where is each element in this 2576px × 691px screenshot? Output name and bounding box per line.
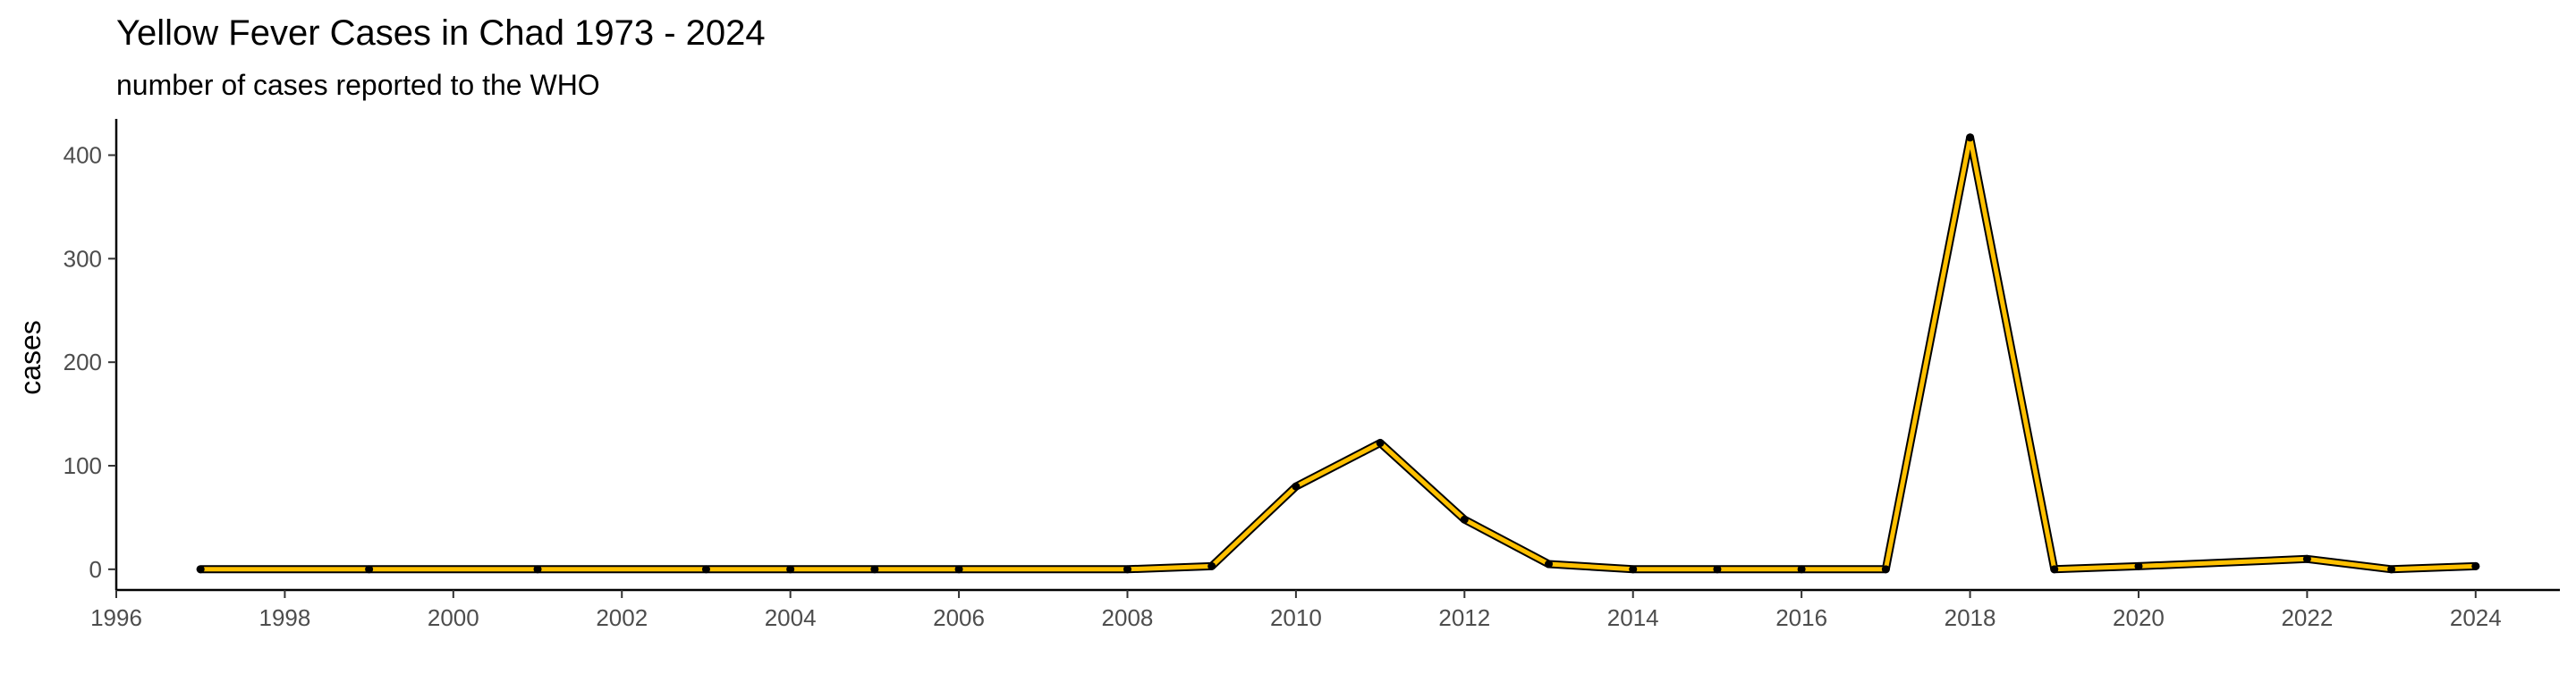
x-tick-label: 1996 xyxy=(90,604,142,631)
chart-title: Yellow Fever Cases in Chad 1973 - 2024 xyxy=(116,13,766,53)
x-tick-label: 2012 xyxy=(1438,604,1490,631)
data-point xyxy=(365,565,374,574)
data-point xyxy=(1376,439,1385,448)
y-tick-label: 400 xyxy=(64,142,102,169)
x-tick-label: 2024 xyxy=(2450,604,2502,631)
data-point xyxy=(1629,565,1638,574)
y-tick-label: 0 xyxy=(89,556,102,583)
x-axis-ticks: 1996 1998 2000 2002 2004 2006 2008 2010 2012 2014… xyxy=(90,590,2502,631)
data-point xyxy=(786,565,795,574)
x-tick-label: 2010 xyxy=(1270,604,1322,631)
x-tick-label: 2016 xyxy=(1775,604,1827,631)
data-point xyxy=(1797,565,1806,574)
series-layer xyxy=(196,133,2480,574)
data-point xyxy=(533,565,542,574)
data-point xyxy=(870,565,879,574)
x-tick-label: 1998 xyxy=(258,604,310,631)
data-point xyxy=(1545,560,1554,569)
y-tick-label: 100 xyxy=(64,452,102,479)
data-point xyxy=(1460,515,1469,524)
data-point xyxy=(2387,565,2396,574)
data-point xyxy=(1208,561,1216,570)
chart-subtitle: number of cases reported to the WHO xyxy=(116,69,600,101)
y-axis-label: cases xyxy=(14,320,47,395)
data-point xyxy=(1713,565,1722,574)
x-tick-label: 2000 xyxy=(428,604,479,631)
x-tick-label: 2004 xyxy=(765,604,817,631)
data-point xyxy=(2471,561,2480,570)
x-tick-label: 2006 xyxy=(933,604,985,631)
x-tick-label: 2008 xyxy=(1102,604,1154,631)
data-point xyxy=(1881,565,1890,574)
data-point xyxy=(954,565,963,574)
data-point xyxy=(2050,565,2059,574)
x-tick-label: 2018 xyxy=(1945,604,1996,631)
data-point xyxy=(1292,482,1301,491)
x-tick-label: 2020 xyxy=(2113,604,2165,631)
data-point xyxy=(196,565,205,574)
x-tick-label: 2022 xyxy=(2281,604,2333,631)
y-axis-ticks: 0 100 200 300 400 xyxy=(64,142,116,583)
x-tick-label: 2002 xyxy=(596,604,648,631)
y-tick-label: 300 xyxy=(64,245,102,272)
x-tick-label: 2014 xyxy=(1607,604,1659,631)
series-line-outline xyxy=(196,133,2480,574)
data-point xyxy=(2134,561,2143,570)
data-point xyxy=(1966,133,1975,142)
data-point xyxy=(1123,565,1131,574)
data-point xyxy=(2302,554,2311,563)
data-point xyxy=(701,565,710,574)
y-tick-label: 200 xyxy=(64,349,102,375)
series-line xyxy=(198,135,2479,572)
